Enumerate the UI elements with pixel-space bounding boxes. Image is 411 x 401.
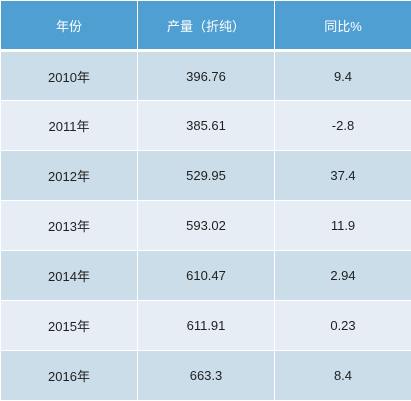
table-row: 2015年 611.91 0.23 [1, 301, 411, 351]
cell-output: 610.47 [138, 251, 275, 301]
cell-yoy: 8.4 [275, 351, 411, 401]
table-row: 2010年 396.76 9.4 [1, 51, 411, 101]
cell-output: 385.61 [138, 101, 275, 151]
cell-yoy: 9.4 [275, 51, 411, 101]
cell-year: 2013年 [1, 201, 138, 251]
cell-output: 529.95 [138, 151, 275, 201]
table-row: 2016年 663.3 8.4 [1, 351, 411, 401]
cell-output: 611.91 [138, 301, 275, 351]
cell-output: 663.3 [138, 351, 275, 401]
cell-year: 2012年 [1, 151, 138, 201]
table-row: 2012年 529.95 37.4 [1, 151, 411, 201]
cell-year: 2014年 [1, 251, 138, 301]
cell-year: 2016年 [1, 351, 138, 401]
column-header-output: 产量（折纯） [138, 1, 275, 51]
column-header-yoy: 同比% [275, 1, 411, 51]
cell-yoy: -2.8 [275, 101, 411, 151]
cell-year: 2010年 [1, 51, 138, 101]
cell-yoy: 11.9 [275, 201, 411, 251]
cell-yoy: 37.4 [275, 151, 411, 201]
cell-output: 396.76 [138, 51, 275, 101]
column-header-year: 年份 [1, 1, 138, 51]
cell-yoy: 0.23 [275, 301, 411, 351]
table-row: 2013年 593.02 11.9 [1, 201, 411, 251]
cell-year: 2011年 [1, 101, 138, 151]
cell-yoy: 2.94 [275, 251, 411, 301]
table-row: 2014年 610.47 2.94 [1, 251, 411, 301]
table-row: 2011年 385.61 -2.8 [1, 101, 411, 151]
header-row: 年份 产量（折纯） 同比% [1, 1, 411, 51]
cell-output: 593.02 [138, 201, 275, 251]
cell-year: 2015年 [1, 301, 138, 351]
